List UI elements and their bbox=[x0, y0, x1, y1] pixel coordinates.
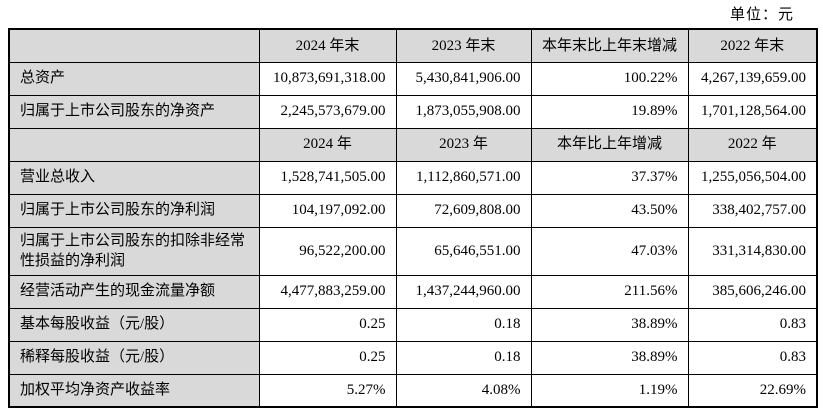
cell-change: 38.89% bbox=[530, 340, 689, 375]
cell-2023: 0.18 bbox=[395, 340, 532, 375]
cell-change: 100.22% bbox=[530, 61, 689, 96]
header-empty-cell bbox=[8, 28, 260, 63]
row-label: 总资产 bbox=[8, 61, 260, 96]
cell-change: 211.56% bbox=[530, 274, 689, 309]
table-row-basic-eps: 基本每股收益（元/股） 0.25 0.18 38.89% 0.83 bbox=[8, 307, 818, 342]
cell-change: 1.19% bbox=[530, 373, 689, 408]
cell-2024: 4,477,883,259.00 bbox=[258, 274, 397, 309]
cell-2023: 72,609,808.00 bbox=[395, 193, 532, 228]
table-row-weighted-avg-roe: 加权平均净资产收益率 5.27% 4.08% 1.19% 22.69% bbox=[8, 373, 818, 408]
row-label: 加权平均净资产收益率 bbox=[8, 373, 260, 408]
cell-2023: 1,437,244,960.00 bbox=[395, 274, 532, 309]
cell-2022: 0.83 bbox=[687, 307, 818, 342]
cell-2022: 1,255,056,504.00 bbox=[687, 160, 818, 195]
table-row-net-profit: 归属于上市公司股东的净利润 104,197,092.00 72,609,808.… bbox=[8, 193, 818, 228]
header-2024-yearend: 2024 年末 bbox=[258, 28, 397, 63]
cell-2023: 4.08% bbox=[395, 373, 532, 408]
cell-2023: 65,646,551.00 bbox=[395, 226, 532, 276]
row-label: 归属于上市公司股东的净资产 bbox=[8, 94, 260, 129]
cell-2024: 104,197,092.00 bbox=[258, 193, 397, 228]
cell-change: 47.03% bbox=[530, 226, 689, 276]
cell-2024: 0.25 bbox=[258, 307, 397, 342]
cell-2024: 10,873,691,318.00 bbox=[258, 61, 397, 96]
cell-2024: 1,528,741,505.00 bbox=[258, 160, 397, 195]
row-label: 稀释每股收益（元/股） bbox=[8, 340, 260, 375]
header-2024-year: 2024 年 bbox=[258, 127, 397, 162]
table-row-net-assets: 归属于上市公司股东的净资产 2,245,573,679.00 1,873,055… bbox=[8, 94, 818, 129]
row-label: 归属于上市公司股东的扣除非经常性损益的净利润 bbox=[8, 226, 260, 276]
table-row-total-assets: 总资产 10,873,691,318.00 5,430,841,906.00 1… bbox=[8, 61, 818, 96]
header-yoy-yearend-change: 本年末比上年末增减 bbox=[530, 28, 689, 63]
cell-2024: 96,522,200.00 bbox=[258, 226, 397, 276]
cell-2024: 2,245,573,679.00 bbox=[258, 94, 397, 129]
cell-2024: 0.25 bbox=[258, 340, 397, 375]
header-2022-yearend: 2022 年末 bbox=[687, 28, 818, 63]
row-label: 营业总收入 bbox=[8, 160, 260, 195]
key-financials-table: 2024 年末 2023 年末 本年末比上年末增减 2022 年末 总资产 10… bbox=[8, 28, 818, 408]
cell-2022: 338,402,757.00 bbox=[687, 193, 818, 228]
row-label: 归属于上市公司股东的净利润 bbox=[8, 193, 260, 228]
cell-2023: 0.18 bbox=[395, 307, 532, 342]
cell-2022: 4,267,139,659.00 bbox=[687, 61, 818, 96]
cell-2022: 1,701,128,564.00 bbox=[687, 94, 818, 129]
cell-2022: 0.83 bbox=[687, 340, 818, 375]
table-header-row-yearend: 2024 年末 2023 年末 本年末比上年末增减 2022 年末 bbox=[8, 28, 818, 63]
cell-change: 38.89% bbox=[530, 307, 689, 342]
cell-2023: 1,873,055,908.00 bbox=[395, 94, 532, 129]
header-yoy-year-change: 本年比上年增减 bbox=[530, 127, 689, 162]
cell-2023: 5,430,841,906.00 bbox=[395, 61, 532, 96]
cell-change: 37.37% bbox=[530, 160, 689, 195]
unit-label: 单位：元 bbox=[729, 7, 794, 23]
cell-2022: 22.69% bbox=[687, 373, 818, 408]
header-2022-year: 2022 年 bbox=[687, 127, 818, 162]
table-row-net-profit-excl-nonrecurring: 归属于上市公司股东的扣除非经常性损益的净利润 96,522,200.00 65,… bbox=[8, 226, 818, 276]
header-empty-cell bbox=[8, 127, 260, 162]
header-2023-yearend: 2023 年末 bbox=[395, 28, 532, 63]
cell-change: 19.89% bbox=[530, 94, 689, 129]
cell-2022: 385,606,246.00 bbox=[687, 274, 818, 309]
header-2023-year: 2023 年 bbox=[395, 127, 532, 162]
table-header-row-year: 2024 年 2023 年 本年比上年增减 2022 年 bbox=[8, 127, 818, 162]
row-label: 基本每股收益（元/股） bbox=[8, 307, 260, 342]
cell-2022: 331,314,830.00 bbox=[687, 226, 818, 276]
table-row-diluted-eps: 稀释每股收益（元/股） 0.25 0.18 38.89% 0.83 bbox=[8, 340, 818, 375]
row-label: 经营活动产生的现金流量净额 bbox=[8, 274, 260, 309]
table-row-operating-cash-flow: 经营活动产生的现金流量净额 4,477,883,259.00 1,437,244… bbox=[8, 274, 818, 309]
cell-change: 43.50% bbox=[530, 193, 689, 228]
cell-2023: 1,112,860,571.00 bbox=[395, 160, 532, 195]
table-row-operating-revenue: 营业总收入 1,528,741,505.00 1,112,860,571.00 … bbox=[8, 160, 818, 195]
cell-2024: 5.27% bbox=[258, 373, 397, 408]
